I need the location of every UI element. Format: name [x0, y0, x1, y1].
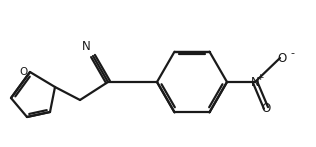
Text: O: O: [19, 67, 27, 77]
Text: N: N: [82, 40, 90, 52]
Text: O: O: [261, 101, 270, 115]
Text: -: -: [290, 48, 294, 58]
Text: O: O: [277, 51, 287, 65]
Text: N: N: [251, 76, 259, 88]
Text: +: +: [256, 72, 264, 81]
